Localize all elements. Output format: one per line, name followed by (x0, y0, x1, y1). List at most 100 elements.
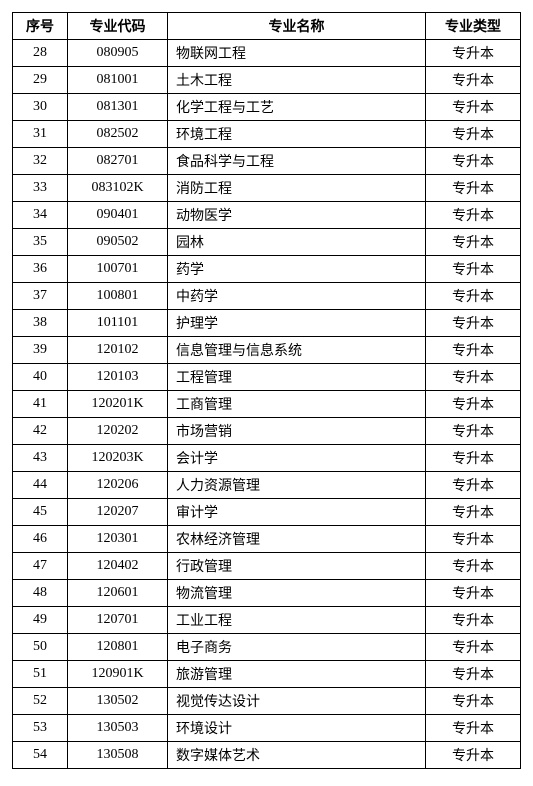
cell-code: 120301 (68, 526, 168, 553)
cell-name: 护理学 (168, 310, 426, 337)
cell-type: 专升本 (426, 445, 521, 472)
header-seq: 序号 (13, 13, 68, 40)
cell-seq: 48 (13, 580, 68, 607)
cell-name: 物流管理 (168, 580, 426, 607)
cell-name: 工商管理 (168, 391, 426, 418)
cell-type: 专升本 (426, 94, 521, 121)
cell-seq: 31 (13, 121, 68, 148)
cell-code: 100801 (68, 283, 168, 310)
cell-type: 专升本 (426, 472, 521, 499)
cell-code: 100701 (68, 256, 168, 283)
cell-seq: 50 (13, 634, 68, 661)
majors-table: 序号 专业代码 专业名称 专业类型 28080905物联网工程专升本290810… (12, 12, 521, 769)
cell-type: 专升本 (426, 364, 521, 391)
cell-type: 专升本 (426, 121, 521, 148)
cell-seq: 53 (13, 715, 68, 742)
cell-type: 专升本 (426, 391, 521, 418)
cell-type: 专升本 (426, 526, 521, 553)
cell-type: 专升本 (426, 580, 521, 607)
table-row: 50120801电子商务专升本 (13, 634, 521, 661)
cell-code: 082502 (68, 121, 168, 148)
cell-type: 专升本 (426, 499, 521, 526)
cell-code: 120701 (68, 607, 168, 634)
table-row: 48120601物流管理专升本 (13, 580, 521, 607)
cell-seq: 43 (13, 445, 68, 472)
table-row: 31082502环境工程专升本 (13, 121, 521, 148)
cell-seq: 46 (13, 526, 68, 553)
cell-type: 专升本 (426, 607, 521, 634)
cell-type: 专升本 (426, 175, 521, 202)
table-row: 36100701药学专升本 (13, 256, 521, 283)
cell-code: 120402 (68, 553, 168, 580)
cell-code: 090401 (68, 202, 168, 229)
table-row: 40120103工程管理专升本 (13, 364, 521, 391)
cell-seq: 52 (13, 688, 68, 715)
cell-type: 专升本 (426, 634, 521, 661)
cell-type: 专升本 (426, 742, 521, 769)
cell-seq: 51 (13, 661, 68, 688)
header-type: 专业类型 (426, 13, 521, 40)
cell-type: 专升本 (426, 337, 521, 364)
cell-seq: 38 (13, 310, 68, 337)
cell-seq: 29 (13, 67, 68, 94)
table-row: 46120301农林经济管理专升本 (13, 526, 521, 553)
cell-seq: 32 (13, 148, 68, 175)
cell-type: 专升本 (426, 418, 521, 445)
cell-name: 环境设计 (168, 715, 426, 742)
cell-seq: 35 (13, 229, 68, 256)
cell-code: 120601 (68, 580, 168, 607)
table-row: 45120207审计学专升本 (13, 499, 521, 526)
cell-code: 081001 (68, 67, 168, 94)
table-row: 49120701工业工程专升本 (13, 607, 521, 634)
cell-type: 专升本 (426, 310, 521, 337)
cell-name: 农林经济管理 (168, 526, 426, 553)
cell-type: 专升本 (426, 40, 521, 67)
cell-code: 120102 (68, 337, 168, 364)
cell-code: 090502 (68, 229, 168, 256)
table-header-row: 序号 专业代码 专业名称 专业类型 (13, 13, 521, 40)
cell-code: 120206 (68, 472, 168, 499)
cell-name: 审计学 (168, 499, 426, 526)
cell-name: 消防工程 (168, 175, 426, 202)
cell-name: 视觉传达设计 (168, 688, 426, 715)
cell-seq: 28 (13, 40, 68, 67)
cell-name: 市场营销 (168, 418, 426, 445)
cell-code: 130502 (68, 688, 168, 715)
cell-code: 120901K (68, 661, 168, 688)
cell-name: 土木工程 (168, 67, 426, 94)
cell-seq: 33 (13, 175, 68, 202)
cell-code: 130503 (68, 715, 168, 742)
table-row: 34090401动物医学专升本 (13, 202, 521, 229)
cell-code: 083102K (68, 175, 168, 202)
cell-name: 药学 (168, 256, 426, 283)
cell-name: 信息管理与信息系统 (168, 337, 426, 364)
cell-name: 动物医学 (168, 202, 426, 229)
cell-name: 行政管理 (168, 553, 426, 580)
table-row: 47120402行政管理专升本 (13, 553, 521, 580)
cell-name: 电子商务 (168, 634, 426, 661)
cell-name: 工程管理 (168, 364, 426, 391)
table-row: 44120206人力资源管理专升本 (13, 472, 521, 499)
cell-type: 专升本 (426, 283, 521, 310)
cell-code: 101101 (68, 310, 168, 337)
cell-code: 082701 (68, 148, 168, 175)
header-name: 专业名称 (168, 13, 426, 40)
table-row: 51120901K旅游管理专升本 (13, 661, 521, 688)
cell-name: 中药学 (168, 283, 426, 310)
table-row: 37100801中药学专升本 (13, 283, 521, 310)
table-row: 33083102K消防工程专升本 (13, 175, 521, 202)
cell-name: 环境工程 (168, 121, 426, 148)
cell-type: 专升本 (426, 229, 521, 256)
cell-type: 专升本 (426, 715, 521, 742)
cell-seq: 41 (13, 391, 68, 418)
table-row: 28080905物联网工程专升本 (13, 40, 521, 67)
cell-code: 120203K (68, 445, 168, 472)
cell-type: 专升本 (426, 553, 521, 580)
cell-code: 120207 (68, 499, 168, 526)
cell-name: 物联网工程 (168, 40, 426, 67)
table-row: 41120201K工商管理专升本 (13, 391, 521, 418)
cell-type: 专升本 (426, 202, 521, 229)
table-row: 43120203K会计学专升本 (13, 445, 521, 472)
cell-code: 081301 (68, 94, 168, 121)
cell-code: 120201K (68, 391, 168, 418)
